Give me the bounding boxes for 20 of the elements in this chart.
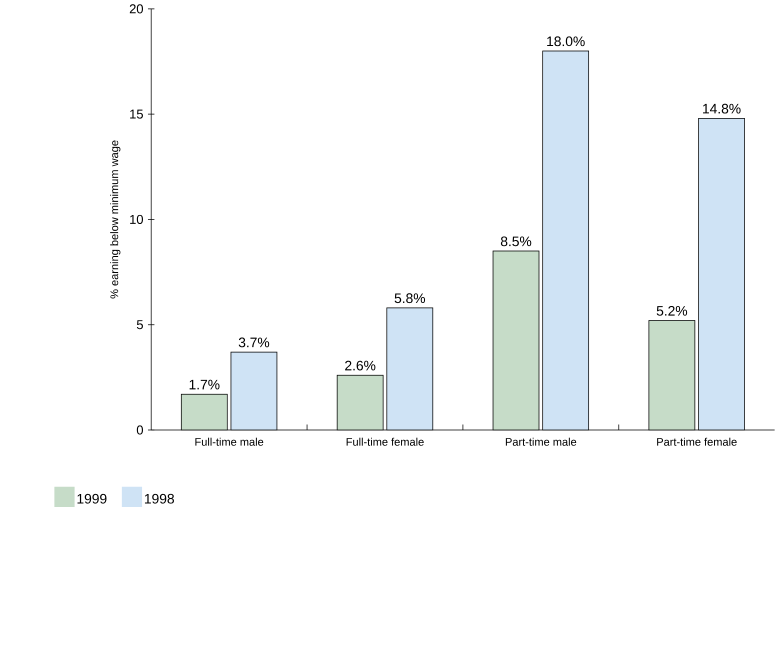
y-axis-title: % earning below minimum wage xyxy=(110,140,120,298)
data-label: 18.0% xyxy=(547,36,585,46)
x-tick-label: Part-time female xyxy=(657,438,737,446)
data-label: 14.8% xyxy=(703,104,741,114)
legend-label: 1999 xyxy=(77,494,106,504)
y-tick-label: 5 xyxy=(136,320,143,330)
data-label: 2.6% xyxy=(345,360,376,370)
y-tick-label: 20 xyxy=(130,4,143,14)
y-tick-label: 15 xyxy=(130,109,143,118)
x-tick-label: Full-time female xyxy=(346,438,424,446)
data-label: 3.7% xyxy=(238,337,270,348)
data-label: 8.5% xyxy=(500,236,532,246)
data-label: 5.8% xyxy=(394,293,426,303)
y-tick-label: 0 xyxy=(136,425,143,434)
y-tick-label: 10 xyxy=(130,214,143,224)
x-tick-label: Part-time male xyxy=(506,438,576,446)
data-label: 5.2% xyxy=(656,306,688,316)
data-label: 1.7% xyxy=(190,380,220,390)
legend-label: 1998 xyxy=(144,494,174,504)
x-tick-label: Full-time male xyxy=(195,438,264,446)
